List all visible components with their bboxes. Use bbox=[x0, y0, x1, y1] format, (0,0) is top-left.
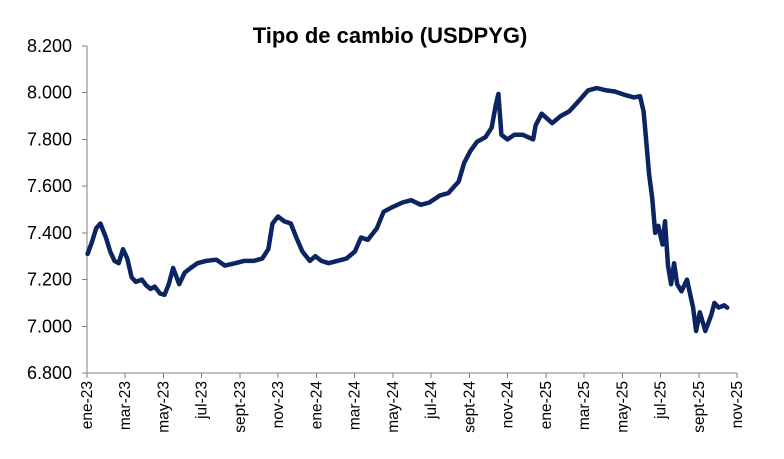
x-tick-label: sept-23 bbox=[232, 381, 249, 433]
x-tick-label: may-25 bbox=[614, 381, 631, 433]
x-tick-label: nov-25 bbox=[729, 381, 746, 428]
x-tick-label: sept-25 bbox=[691, 381, 708, 433]
x-tick-label: nov-23 bbox=[270, 381, 287, 428]
y-tick-label: 7.200 bbox=[27, 270, 72, 290]
y-tick-label: 7.400 bbox=[27, 223, 72, 243]
y-tick-label: 7.600 bbox=[27, 176, 72, 196]
plot-area bbox=[85, 85, 730, 334]
y-tick-label: 8.000 bbox=[27, 83, 72, 103]
x-tick-label: sept-24 bbox=[461, 381, 478, 433]
y-tick-label: 7.000 bbox=[27, 316, 72, 336]
x-tick-label: nov-24 bbox=[500, 381, 517, 429]
x-tick-label: ene-24 bbox=[308, 381, 325, 430]
x-tick-label: mar-24 bbox=[347, 381, 364, 430]
y-tick-label: 6.800 bbox=[27, 363, 72, 383]
x-tick-label: mar-23 bbox=[117, 381, 134, 430]
y-tick-label: 8.200 bbox=[27, 36, 72, 56]
x-tick-label: jul-23 bbox=[194, 381, 211, 420]
y-tick-label: 7.800 bbox=[27, 129, 72, 149]
x-tick-label: may-24 bbox=[385, 381, 402, 433]
x-axis: ene-23 mar-23 may-23 jul-23 sept-23 nov-23 ene… bbox=[79, 372, 746, 433]
y-axis: 8.200 8.000 7.800 7.600 7.400 7.200 7.000 6.800 bbox=[27, 36, 88, 383]
x-tick-label: ene-23 bbox=[79, 381, 96, 429]
series-line bbox=[85, 85, 730, 334]
x-tick-label: jul-24 bbox=[423, 381, 440, 420]
chart-title: Tipo de cambio (USDPYG) bbox=[253, 23, 528, 48]
x-tick-label: jul-25 bbox=[653, 381, 670, 420]
x-tick-label: ene-25 bbox=[538, 381, 555, 429]
x-tick-label: mar-25 bbox=[576, 381, 593, 430]
x-tick-label: may-23 bbox=[155, 381, 172, 433]
